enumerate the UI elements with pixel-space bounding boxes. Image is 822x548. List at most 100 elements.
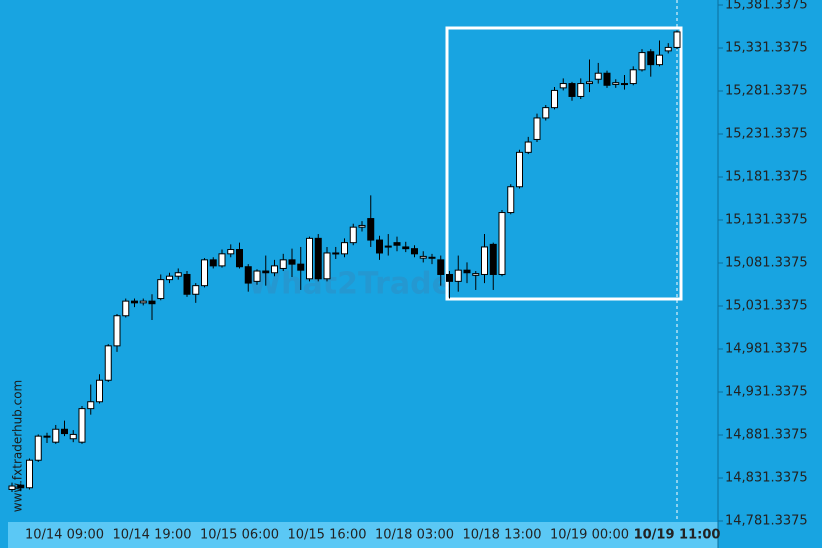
- candle-body: [26, 459, 33, 489]
- candle-body: [52, 428, 60, 443]
- candle-body: [498, 212, 506, 275]
- y-tick-label: 15,281.3375: [725, 83, 808, 98]
- candle-body: [358, 224, 366, 228]
- candle-body: [227, 249, 235, 255]
- candle-body: [568, 83, 576, 97]
- candle-body: [402, 246, 410, 250]
- candle-body: [139, 300, 147, 304]
- candle-body: [612, 82, 620, 85]
- candle-body: [559, 83, 567, 89]
- candle-body: [437, 259, 445, 275]
- candle-body: [629, 69, 637, 85]
- candle-body: [664, 46, 672, 52]
- candle-body: [507, 186, 515, 214]
- candle-body: [8, 485, 16, 490]
- candle-body: [166, 275, 173, 281]
- candle-body: [446, 273, 453, 282]
- candle-body: [341, 242, 348, 255]
- candle-body: [349, 226, 357, 244]
- candle-body: [209, 259, 217, 267]
- candle-body: [481, 246, 488, 275]
- x-tick-label: 10/15 16:00: [287, 528, 366, 543]
- candle-body: [516, 151, 523, 188]
- candle-body: [454, 269, 462, 282]
- candle-body: [131, 300, 138, 304]
- candle-body: [43, 435, 51, 438]
- source-text: www.fxtraderhub.com: [11, 380, 25, 512]
- candle-body: [69, 433, 77, 440]
- candle-body: [253, 270, 261, 282]
- candle-body: [297, 263, 305, 271]
- candle-body: [367, 218, 375, 241]
- candle-body: [638, 52, 646, 71]
- candle-body: [419, 255, 427, 259]
- candle-body: [393, 242, 401, 246]
- candle-body: [384, 245, 392, 248]
- candle-body: [376, 239, 383, 254]
- candle-body: [332, 252, 340, 255]
- candle-body: [34, 435, 42, 461]
- y-tick-label: 15,031.3375: [725, 298, 808, 313]
- candle-body: [463, 269, 471, 274]
- candle-body: [87, 401, 95, 410]
- y-tick-label: 14,981.3375: [725, 341, 808, 356]
- candle-body: [218, 253, 226, 267]
- y-tick-label: 14,881.3375: [725, 427, 808, 442]
- y-tick-label: 15,181.3375: [725, 169, 808, 184]
- candle-body: [96, 379, 103, 403]
- x-tick-label: 10/15 06:00: [200, 528, 279, 543]
- candle-body: [104, 345, 112, 381]
- y-tick-label: 15,331.3375: [725, 40, 808, 55]
- x-tick-label: 10/14 19:00: [112, 528, 191, 543]
- candle-body: [271, 265, 278, 274]
- candle-body: [673, 31, 681, 48]
- candle-body: [61, 428, 68, 435]
- candle-body: [621, 83, 628, 86]
- x-tick-label: 10/14 09:00: [25, 528, 104, 543]
- candle-body: [586, 81, 593, 85]
- candle-body: [314, 237, 322, 280]
- candle-body: [551, 89, 558, 109]
- y-tick-label: 15,131.3375: [725, 212, 808, 227]
- candle-body: [236, 249, 243, 268]
- candle-body: [603, 72, 611, 86]
- candle-body: [78, 408, 86, 443]
- candle-body: [174, 272, 182, 277]
- candle-body: [411, 248, 418, 255]
- candle-body: [323, 252, 331, 280]
- x-tick-label: 10/19 00:00: [550, 528, 629, 543]
- highlight-box: [445, 26, 683, 301]
- watermark: What2Trade: [248, 267, 452, 302]
- candle-body: [192, 285, 200, 295]
- candle-body: [201, 259, 208, 287]
- candle-body: [542, 107, 550, 119]
- y-tick-label: 14,781.3375: [725, 513, 808, 528]
- y-tick-label: 15,381.3375: [725, 0, 808, 12]
- candle-body: [122, 300, 130, 317]
- y-tick-label: 14,931.3375: [725, 384, 808, 399]
- candle-body: [279, 259, 287, 269]
- y-tick-label: 14,831.3375: [725, 470, 808, 485]
- x-tick-label: 10/19 11:00: [634, 528, 721, 543]
- candle-body: [148, 300, 156, 305]
- candle-body: [656, 54, 663, 66]
- candle-body: [113, 315, 121, 347]
- candle-body: [183, 273, 191, 295]
- candle-body: [244, 266, 252, 284]
- candle-body: [524, 141, 532, 153]
- candle-body: [288, 259, 296, 265]
- y-tick-label: 15,081.3375: [725, 255, 808, 270]
- candle-body: [489, 243, 497, 275]
- x-tick-label: 10/18 03:00: [375, 528, 454, 543]
- candle-body: [647, 51, 655, 66]
- candle-body: [428, 256, 436, 259]
- candle-body: [262, 270, 270, 274]
- x-axis-strip: [8, 522, 718, 548]
- candle-body: [17, 484, 25, 489]
- candle-body: [577, 83, 585, 97]
- candle-body: [594, 72, 602, 80]
- y-tick-label: 15,231.3375: [725, 126, 808, 141]
